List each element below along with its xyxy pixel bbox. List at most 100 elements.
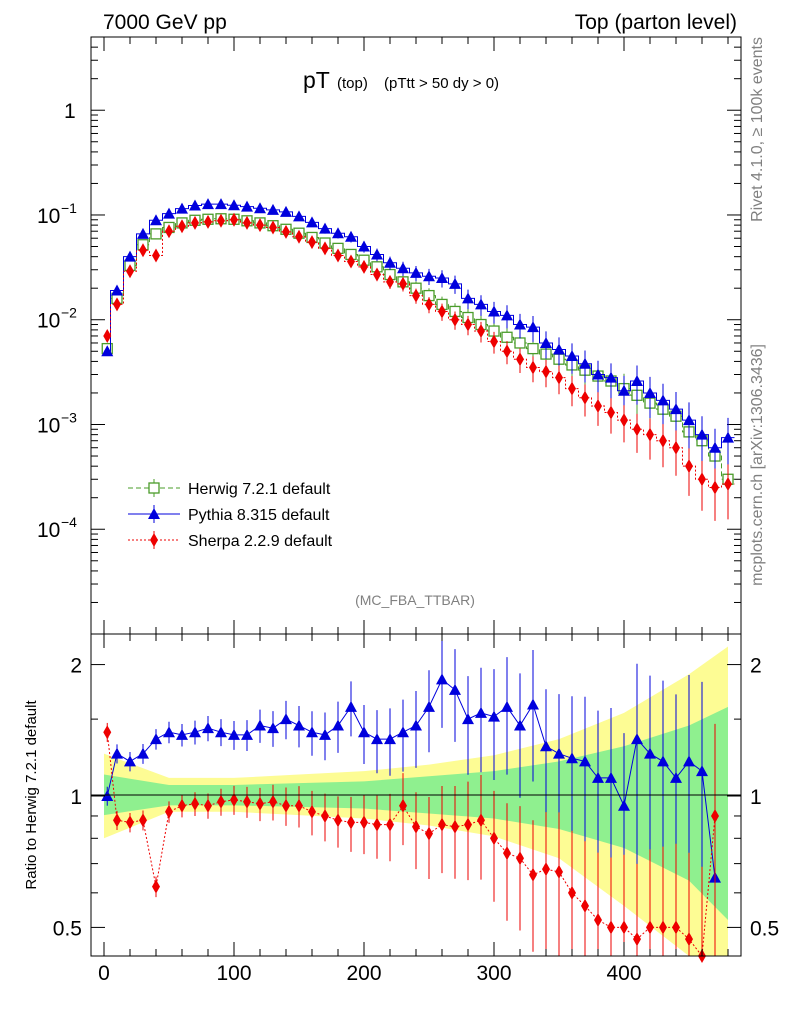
ratio-point (646, 920, 654, 935)
main-y-tick-exponent: −3 (61, 409, 77, 425)
legend-label: Herwig 7.2.1 default (188, 481, 331, 498)
data-point (462, 292, 474, 304)
energy-label: 7000 GeV pp (103, 11, 227, 34)
ratio-point (256, 796, 264, 811)
data-point (503, 344, 511, 359)
ratio-point (527, 698, 539, 710)
data-point (230, 212, 238, 227)
data-point (475, 298, 487, 310)
data-point (594, 399, 602, 414)
data-point (150, 228, 162, 240)
data-point (581, 390, 589, 405)
data-point (215, 198, 227, 210)
legend-marker (150, 533, 158, 547)
data-point (241, 200, 253, 212)
ratio-point (321, 808, 329, 823)
ratio-point (384, 733, 396, 745)
data-point (386, 274, 394, 289)
series-line (104, 218, 735, 480)
data-point (425, 297, 433, 312)
ratio-point (334, 813, 342, 828)
ratio-point (711, 808, 719, 823)
data-point (189, 199, 201, 211)
plot-title-sub1: (top) (337, 75, 368, 92)
data-point (646, 427, 654, 442)
ratio-y-tick-label: 1 (70, 786, 82, 809)
data-point (696, 428, 708, 440)
ratio-point (126, 815, 134, 830)
data-point (204, 214, 212, 229)
series-line (104, 203, 735, 449)
ratio-point (501, 700, 513, 712)
data-point (685, 459, 693, 474)
ratio-point (176, 728, 188, 740)
ratio-point (464, 817, 472, 832)
ratio-x-tick-label: 200 (346, 962, 381, 985)
data-point (514, 337, 526, 349)
data-point (709, 441, 721, 453)
ratio-y-tick-label-right: 0.5 (750, 917, 779, 940)
data-point (295, 229, 303, 244)
data-point (384, 256, 396, 268)
ratio-point (397, 726, 409, 738)
data-point (633, 422, 641, 437)
data-point (412, 288, 420, 303)
ratio-x-tick-label: 400 (606, 962, 641, 985)
ratio-point (555, 864, 563, 879)
rivet-version-label: Rivet 4.1.0, ≥ 100k events (749, 37, 766, 222)
data-point (126, 264, 134, 279)
ratio-point (319, 728, 331, 740)
main-y-tick-exponent: −2 (61, 305, 77, 321)
data-point (321, 241, 329, 256)
ratio-point (696, 765, 708, 777)
ratio-point (137, 747, 149, 759)
main-y-tick-exponent: −1 (61, 200, 77, 216)
data-point (256, 218, 264, 233)
ratio-point (516, 851, 524, 866)
ratio-point (347, 815, 355, 830)
data-point (579, 357, 591, 369)
data-point (347, 254, 355, 269)
data-point (152, 248, 160, 263)
ratio-series-diamond (103, 722, 719, 963)
data-point (501, 309, 513, 321)
data-point (217, 213, 225, 228)
data-point (436, 272, 448, 284)
ratio-point (371, 733, 383, 745)
ratio-point (241, 728, 253, 740)
data-point (150, 214, 162, 226)
data-point (165, 224, 173, 239)
ratio-point (581, 898, 589, 913)
series-line (104, 219, 735, 489)
data-point (332, 227, 344, 239)
ratio-point (631, 733, 643, 745)
ratio-point (529, 867, 537, 882)
ratio-point (360, 815, 368, 830)
ratio-y-tick-label-right: 1 (750, 786, 762, 809)
ratio-point (542, 862, 550, 877)
ratio-point (217, 794, 225, 809)
legend-label: Pythia 8.315 default (188, 507, 330, 524)
data-point (243, 215, 251, 230)
ratio-point (163, 726, 175, 738)
data-point (373, 267, 381, 282)
data-point (683, 414, 695, 426)
data-point (228, 199, 240, 211)
data-point (137, 227, 149, 239)
ratio-point (150, 733, 162, 745)
ratio-point (293, 719, 305, 731)
ratio-y-tick-label: 2 (70, 655, 82, 678)
ratio-point (308, 804, 316, 819)
ratio-point (189, 726, 201, 738)
data-point (410, 266, 422, 278)
ratio-plot-ticks: 0 100 200 300 400 0.5 0.5 1 1 2 2 (53, 634, 779, 985)
ratio-point (657, 755, 669, 767)
ratio-point (373, 817, 381, 832)
data-point (490, 334, 498, 349)
series-open-square (101, 213, 735, 515)
ratio-ylabel: Ratio to Herwig 7.2.1 default (23, 700, 40, 890)
data-point (529, 360, 537, 375)
data-point (397, 262, 409, 274)
data-point (451, 312, 459, 327)
data-point (527, 342, 539, 355)
